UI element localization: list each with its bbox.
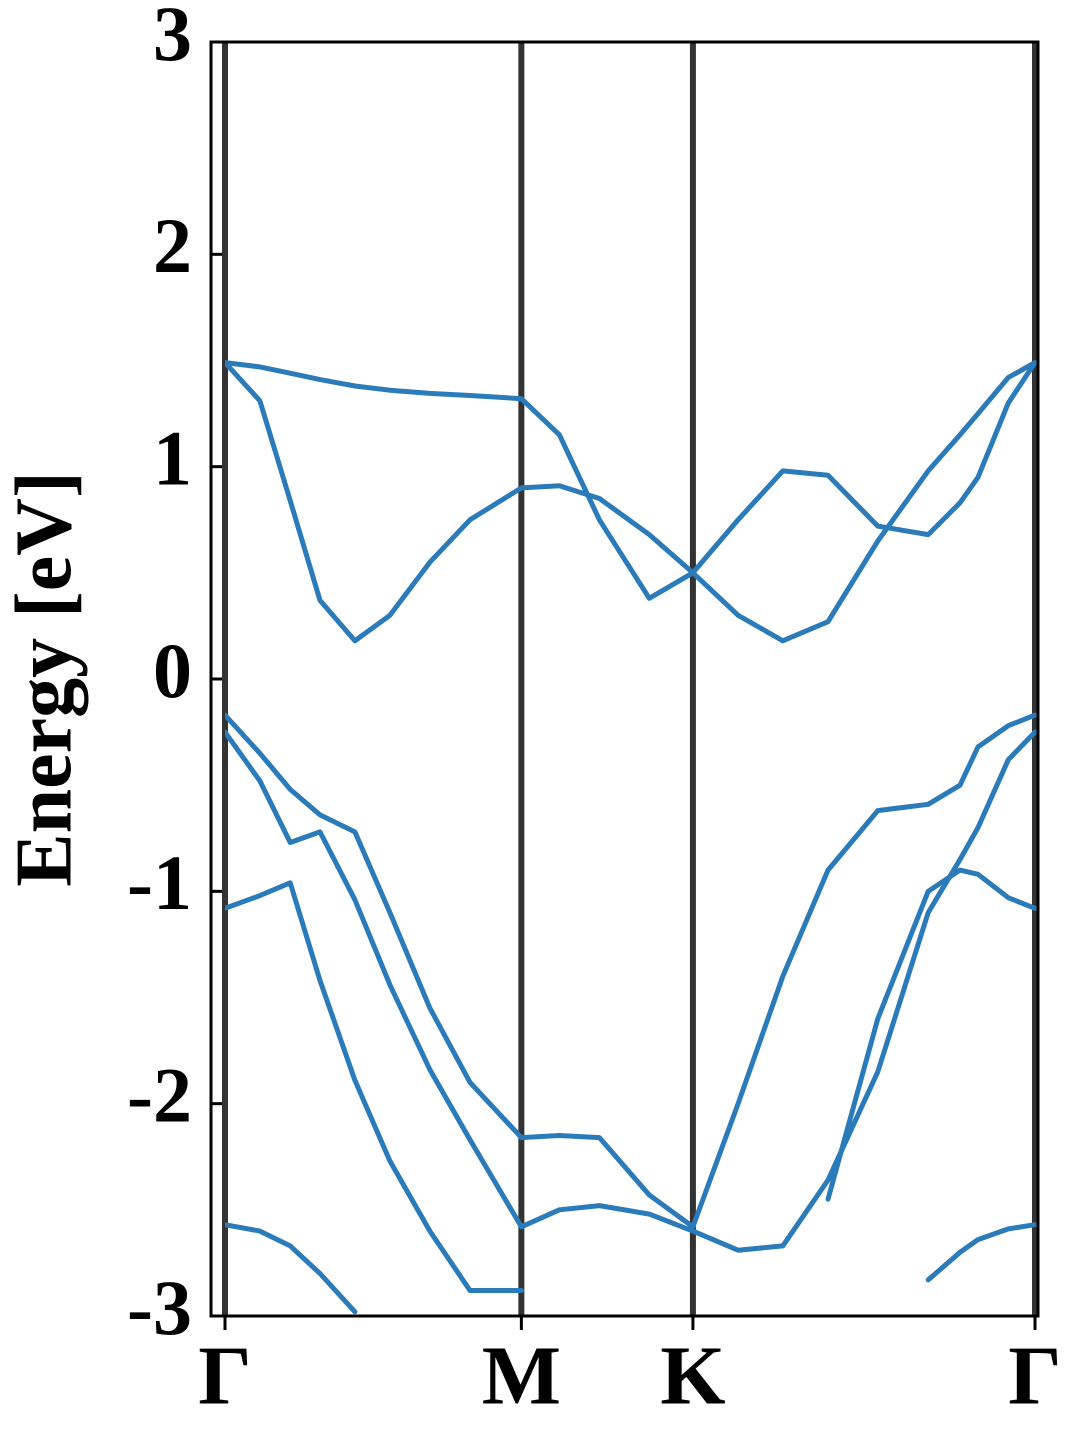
band-line bbox=[225, 712, 1038, 1230]
band-line bbox=[225, 360, 1038, 601]
band-line bbox=[225, 360, 1038, 644]
band-line bbox=[225, 1222, 1038, 1315]
y-tick-label: 2 bbox=[153, 202, 192, 289]
y-tick-label: -1 bbox=[127, 839, 192, 926]
plot-area bbox=[225, 360, 1038, 1315]
band-line bbox=[225, 729, 1038, 1253]
x-tick-label: Γ bbox=[198, 1329, 251, 1422]
x-tick-label: Γ bbox=[1008, 1329, 1061, 1422]
band-line bbox=[225, 867, 1038, 1293]
y-axis-label: Energy [eV] bbox=[0, 471, 88, 886]
y-tick-label: -2 bbox=[127, 1052, 192, 1139]
y-tick-label: 3 bbox=[153, 0, 192, 77]
y-tick-label: 1 bbox=[153, 415, 192, 502]
x-tick-label: M bbox=[482, 1329, 561, 1422]
plot-frame bbox=[209, 40, 1040, 1318]
y-tick-label: -3 bbox=[127, 1264, 192, 1351]
x-tick-label: K bbox=[660, 1329, 725, 1422]
y-tick-label: 0 bbox=[153, 627, 192, 714]
